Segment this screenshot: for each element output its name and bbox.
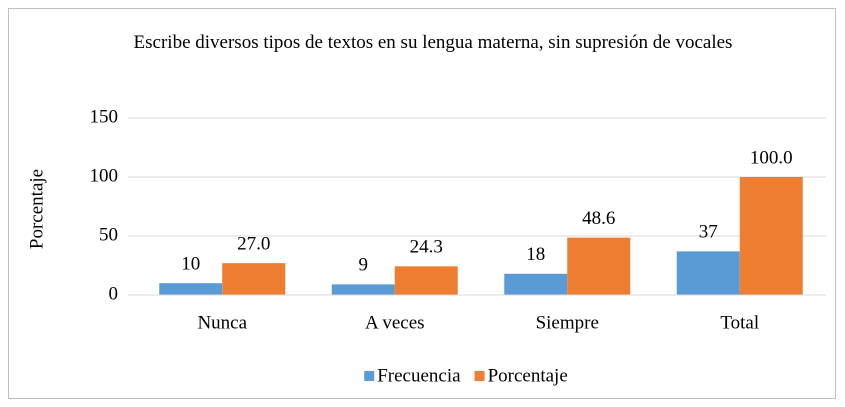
chart-border	[8, 8, 836, 399]
bar	[567, 237, 631, 295]
legend-swatch	[364, 371, 375, 381]
chart-title: Escribe diversos tipos de textos en su l…	[133, 32, 733, 53]
bar	[159, 283, 223, 295]
data-label: 48.6	[582, 208, 615, 229]
legend-label: Porcentaje	[488, 365, 568, 386]
data-label: 37	[699, 222, 718, 243]
y-tick-label: 150	[90, 106, 119, 127]
data-label: 27.0	[237, 233, 270, 254]
bar	[504, 273, 568, 295]
data-label: 24.3	[410, 237, 443, 258]
x-tick-label: Total	[720, 312, 759, 333]
x-tick-label: Siempre	[536, 312, 599, 333]
bar	[394, 266, 458, 295]
data-label: 9	[359, 255, 369, 276]
y-tick-label: 50	[99, 224, 118, 245]
y-axis-label: Porcentaje	[26, 169, 47, 249]
bar	[676, 251, 740, 295]
x-tick-label: A veces	[365, 312, 425, 333]
data-label: 10	[181, 254, 200, 275]
bar	[331, 284, 395, 295]
data-label: 18	[526, 244, 545, 265]
x-tick-label: Nunca	[197, 312, 247, 333]
bar	[739, 177, 803, 295]
y-tick-label: 0	[109, 283, 119, 304]
legend-swatch	[474, 371, 485, 381]
legend-label: Frecuencia	[377, 365, 461, 386]
bar	[222, 263, 286, 295]
y-tick-label: 100	[90, 165, 119, 186]
data-label: 100.0	[750, 147, 793, 168]
